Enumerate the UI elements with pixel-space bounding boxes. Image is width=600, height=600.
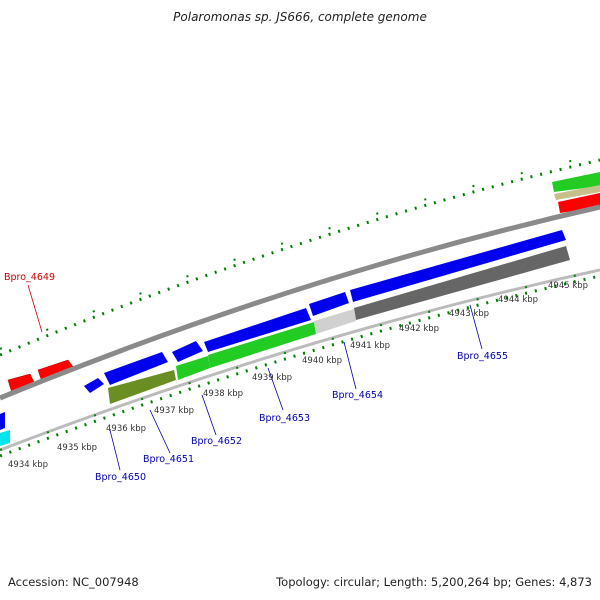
backbone-bottom <box>0 268 600 452</box>
gene-label[interactable]: Bpro_4650 <box>95 472 146 483</box>
feature-track-forward <box>108 246 570 404</box>
gene-label[interactable]: Bpro_4649 <box>4 272 55 283</box>
gene-label[interactable]: Bpro_4652 <box>191 436 242 447</box>
gene-arrow-blue <box>309 292 349 316</box>
kbp-label: 4943 kbp <box>449 309 489 319</box>
leader-line <box>343 341 357 390</box>
gene-label-group: Bpro_4649 Bpro_4650 Bpro_4651 Bpro_4652 … <box>4 272 508 483</box>
gene-arrow-lightgray <box>314 309 356 334</box>
gene-arrow-blue <box>350 230 566 302</box>
kbp-label: 4938 kbp <box>203 389 243 399</box>
leader-line <box>149 409 171 454</box>
kbp-label: 4934 kbp <box>8 460 48 470</box>
kbp-label: 4936 kbp <box>106 424 146 434</box>
kbp-label: 4940 kbp <box>302 356 342 366</box>
kbp-label: 4941 kbp <box>350 341 390 351</box>
outer-tick-dots <box>0 158 600 357</box>
backbone-top <box>0 204 600 401</box>
inner-tick-ring <box>0 269 600 458</box>
leader-line <box>267 367 284 411</box>
kbp-label: 4937 kbp <box>154 406 194 416</box>
kbp-label: 4944 kbp <box>498 295 538 305</box>
kbp-label: 4942 kbp <box>399 324 439 334</box>
feature-track-reverse <box>84 230 566 393</box>
gene-arrow-blue <box>0 412 5 430</box>
inner-tick-dots <box>0 274 600 458</box>
leader-line <box>201 394 217 436</box>
left-partial-genes <box>0 412 10 446</box>
gene-label[interactable]: Bpro_4653 <box>259 413 310 424</box>
gene-arrow-cyan <box>0 430 10 446</box>
gene-label[interactable]: Bpro_4655 <box>457 351 508 362</box>
gene-arrow-tan <box>554 185 600 200</box>
gene-arrow-green <box>176 356 210 380</box>
genome-title: Polaromonas sp. JS666, complete genome <box>173 10 427 24</box>
kbp-label: 4935 kbp <box>57 443 97 453</box>
gene-label[interactable]: Bpro_4651 <box>143 454 194 465</box>
gene-arrow-gray <box>354 246 570 320</box>
gene-arrow-blue <box>172 341 203 362</box>
genome-summary-text: Topology: circular; Length: 5,200,264 bp… <box>276 575 592 589</box>
leader-line <box>27 284 43 333</box>
gene-arrow-green <box>208 322 316 368</box>
gene-arrow-olive <box>108 370 176 404</box>
kbp-label: 4939 kbp <box>252 373 292 383</box>
accession-text: Accession: NC_007948 <box>8 575 139 589</box>
label-leaders <box>27 284 483 471</box>
gene-arrow-blue <box>84 378 104 393</box>
gene-arrow-blue <box>204 308 311 352</box>
leader-line <box>469 304 483 350</box>
leader-line <box>109 429 121 471</box>
gene-arrow-green <box>552 172 600 192</box>
gene-arrow-blue <box>104 352 168 385</box>
gene-label[interactable]: Bpro_4654 <box>332 390 383 401</box>
kbp-label-group: 4934 kbp 4935 kbp 4936 kbp 4937 kbp 4938… <box>8 281 588 470</box>
kbp-label: 4945 kbp <box>548 281 588 291</box>
outer-tick-ring <box>0 153 600 357</box>
